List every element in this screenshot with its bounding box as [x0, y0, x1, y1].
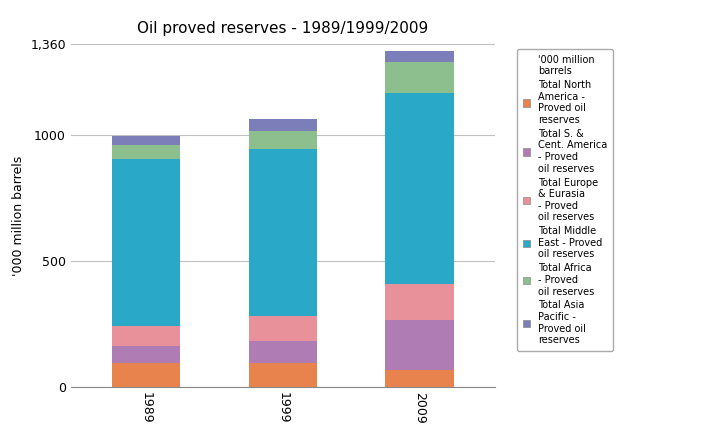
Bar: [112, 363, 180, 387]
Bar: [385, 319, 454, 370]
Bar: [249, 341, 317, 363]
Title: Oil proved reserves - 1989/1999/2009: Oil proved reserves - 1989/1999/2009: [137, 21, 428, 36]
Bar: [249, 131, 317, 150]
Bar: [385, 370, 454, 387]
Bar: [385, 62, 454, 93]
Bar: [385, 51, 454, 62]
Bar: [249, 119, 317, 131]
Legend: '000 million
barrels, Total North
America -
Proved oil
reserves, Total S. &
Cent: '000 million barrels, Total North Americ…: [517, 49, 613, 351]
Bar: [112, 136, 180, 145]
Bar: [385, 93, 454, 284]
Y-axis label: '000 million barrels: '000 million barrels: [11, 155, 25, 276]
Bar: [112, 159, 180, 326]
Bar: [249, 150, 317, 316]
Bar: [249, 363, 317, 387]
Bar: [112, 326, 180, 346]
Bar: [112, 346, 180, 363]
Bar: [385, 284, 454, 319]
Bar: [249, 316, 317, 341]
Bar: [112, 145, 180, 159]
